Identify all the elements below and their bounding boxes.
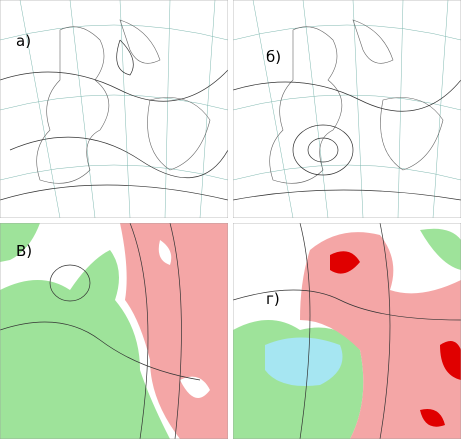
graticule [0,0,228,218]
isobars [0,39,228,201]
map-panel-a: а) [0,0,228,218]
map-bg [0,0,228,218]
map-panel-g: г) [233,223,461,439]
region-red [300,232,461,439]
graticule [233,0,461,218]
map-panel-v: В) [0,223,228,439]
isobars [233,79,461,201]
region-green [233,228,461,439]
region-white [158,240,210,398]
panel-label: г) [266,290,280,308]
map-panel-b: б) [233,0,461,218]
panel-label: б) [266,48,281,66]
region-dark-red [330,251,461,427]
coastline [36,19,211,184]
panel-label: а) [16,32,31,50]
region-blue [265,337,343,386]
coastline [269,19,444,184]
isobars [233,223,461,439]
panel-label: В) [16,242,32,260]
map-bg [233,0,461,218]
isobars [0,223,201,439]
